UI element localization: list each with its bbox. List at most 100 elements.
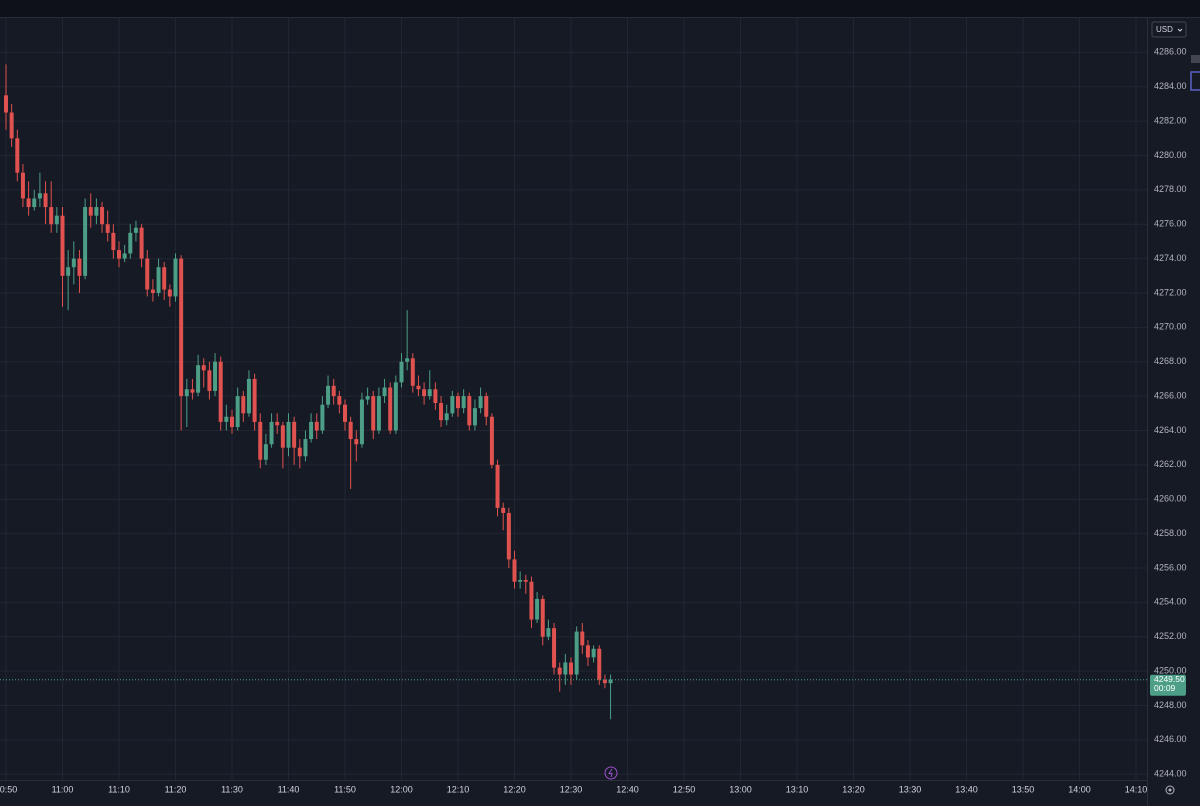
candle-body <box>292 421 297 448</box>
candle-body <box>32 198 37 208</box>
candle-body <box>37 193 42 199</box>
candle-body <box>9 112 14 139</box>
x-tick-label: 12:50 <box>673 784 696 794</box>
scale-handle[interactable] <box>1190 71 1200 91</box>
candle-body <box>444 413 449 421</box>
candle-body <box>280 425 285 448</box>
y-tick-label: 4252.00 <box>1154 631 1187 641</box>
candle-body <box>179 258 184 397</box>
candle-body <box>303 439 308 457</box>
candle-body <box>122 253 127 259</box>
candle-body <box>410 358 415 386</box>
y-tick-label: 4260.00 <box>1154 494 1187 504</box>
candle-body <box>190 389 195 393</box>
y-tick-label: 4274.00 <box>1154 253 1187 263</box>
currency-button[interactable]: USD <box>1151 21 1187 38</box>
candle-body <box>450 396 455 414</box>
candle-body <box>602 679 607 684</box>
candle-body <box>297 447 302 457</box>
y-tick-label: 4272.00 <box>1154 287 1187 297</box>
candle-body <box>354 439 359 445</box>
candle-body <box>83 207 88 276</box>
y-tick-label: 4286.00 <box>1154 47 1187 57</box>
candle-body <box>167 289 172 297</box>
last-price-label: 4249.50 <box>1154 674 1185 684</box>
plot <box>0 18 1147 780</box>
candle-body <box>275 421 280 426</box>
x-tick-label: 11:30 <box>221 784 243 794</box>
candle-body <box>117 250 121 259</box>
candle-body <box>71 258 76 268</box>
candle-body <box>439 402 444 421</box>
candle-body <box>512 559 517 582</box>
candle-body <box>506 512 511 560</box>
candle-body <box>388 387 393 431</box>
candle-body <box>60 215 65 276</box>
x-tick-label: 10:50 <box>0 784 17 794</box>
candle-body <box>399 361 404 383</box>
candle-body <box>201 365 206 371</box>
y-tick-label: 4268.00 <box>1154 356 1187 366</box>
candle-body <box>111 232 116 251</box>
y-tick-label: 4244.00 <box>1154 769 1187 779</box>
realtime-bolt[interactable] <box>608 768 613 778</box>
candle-body <box>495 464 500 508</box>
y-tick-label: 4282.00 <box>1154 115 1187 125</box>
candle-body <box>196 365 201 393</box>
settings-icon[interactable] <box>1165 785 1175 795</box>
candle-body <box>348 421 353 440</box>
x-tick-label: 11:10 <box>108 784 130 794</box>
candle-body <box>4 95 8 113</box>
currency-label[interactable]: USD <box>1156 25 1173 34</box>
candle-body <box>235 396 240 428</box>
realtime-circle[interactable] <box>604 766 618 780</box>
dropdown-arrow[interactable] <box>1177 28 1183 32</box>
y-tick-label: 4284.00 <box>1154 81 1187 91</box>
x-tick-label: 13:40 <box>955 784 978 794</box>
candle-body <box>258 421 263 460</box>
candle-body <box>66 267 71 276</box>
candle-body <box>20 172 25 199</box>
candle-body <box>343 404 347 422</box>
candle-body <box>585 645 590 658</box>
last-price-box <box>1150 674 1186 696</box>
candle-body <box>139 227 144 259</box>
candle-body <box>405 358 410 362</box>
x-tick-label: 12:00 <box>390 784 413 794</box>
candle-body <box>484 396 489 417</box>
x-tick-label: 13:10 <box>786 784 809 794</box>
candle-body <box>540 598 545 637</box>
candle-body <box>94 207 99 216</box>
candle-body <box>608 679 613 684</box>
candle-body <box>535 598 540 620</box>
candle-body <box>523 580 528 582</box>
candle-body <box>331 385 336 397</box>
candle-body <box>359 399 364 445</box>
candle-body <box>269 421 274 445</box>
candle-body <box>371 396 376 431</box>
gear-inner[interactable] <box>1168 788 1172 792</box>
candle-body <box>286 421 291 448</box>
candle-body <box>145 258 150 290</box>
candle-body <box>472 408 477 426</box>
candle-body <box>128 232 133 254</box>
scale-marker <box>1191 55 1200 63</box>
gear-outer[interactable] <box>1165 785 1175 795</box>
countdown-label: 00:09 <box>1154 683 1176 693</box>
candle-body <box>529 581 534 620</box>
candle-body <box>489 416 494 465</box>
candle-body <box>326 385 331 405</box>
x-tick-label: 11:50 <box>334 784 356 794</box>
x-tick-label: 13:00 <box>729 784 752 794</box>
x-tick-label: 11:40 <box>278 784 300 794</box>
candle-body <box>597 648 602 680</box>
currency-box[interactable] <box>1151 21 1187 38</box>
realtime-icon[interactable] <box>604 766 618 780</box>
y-tick-label: 4248.00 <box>1154 700 1187 710</box>
y-tick-label: 4278.00 <box>1154 184 1187 194</box>
candle-body <box>376 396 381 431</box>
candle-body <box>427 389 432 397</box>
candle-body <box>230 416 234 428</box>
candle-body <box>15 138 20 173</box>
y-tick-label: 4264.00 <box>1154 425 1187 435</box>
